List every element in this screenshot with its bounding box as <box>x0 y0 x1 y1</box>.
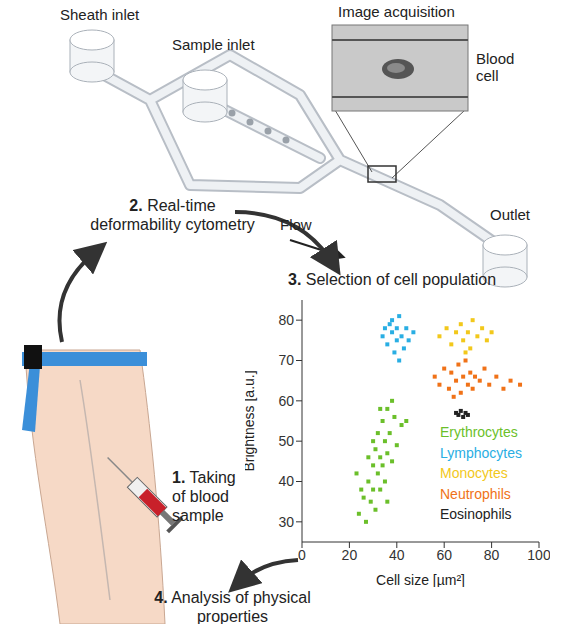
svg-text:100: 100 <box>527 547 550 563</box>
html-text:Flow: Flow <box>280 216 312 233</box>
html-text:3. Selection of cell populatio: 3. Selection of cell population <box>288 271 497 288</box>
svg-text:50: 50 <box>278 433 294 449</box>
svg-text:40: 40 <box>278 473 294 489</box>
html-text:1. Taking of blood sample: 1. Taking of blood sample <box>172 469 236 524</box>
html-text:Erythrocytes: Erythrocytes <box>440 424 518 440</box>
svg-text:0: 0 <box>298 547 306 563</box>
html-text:Eosinophils: Eosinophils <box>440 506 512 522</box>
html-text:Blood cell: Blood cell <box>476 50 515 84</box>
html-text:Sheath inlet: Sheath inlet <box>60 6 140 23</box>
svg-text:20: 20 <box>342 547 358 563</box>
html-text:Outlet: Outlet <box>490 206 530 223</box>
html-text:Neutrophils: Neutrophils <box>440 485 511 502</box>
svg-text:40: 40 <box>389 547 405 563</box>
html-text:4. Analysis of physical proper: 4. Analysis of physical properties <box>154 589 311 624</box>
svg-text:30: 30 <box>278 514 294 530</box>
html-text:Lymphocytes: Lymphocytes <box>440 444 522 461</box>
svg-text:Cell size [µm²]: Cell size [µm²] <box>376 572 465 587</box>
svg-text:60: 60 <box>278 393 294 409</box>
svg-text:60: 60 <box>436 547 452 563</box>
svg-text:Brightness [a.u.]: Brightness [a.u.] <box>245 370 257 471</box>
html-text:Monocytes: Monocytes <box>440 465 508 481</box>
svg-text:70: 70 <box>278 352 294 368</box>
svg-text:80: 80 <box>484 547 500 563</box>
svg-text:80: 80 <box>278 312 294 328</box>
html-text:Sample inlet: Sample inlet <box>172 36 255 53</box>
html-text:Image acquisition: Image acquisition <box>338 3 455 20</box>
html-text:2. Real-time deformability cyt: 2. Real-time deformability cytometry <box>90 197 255 233</box>
